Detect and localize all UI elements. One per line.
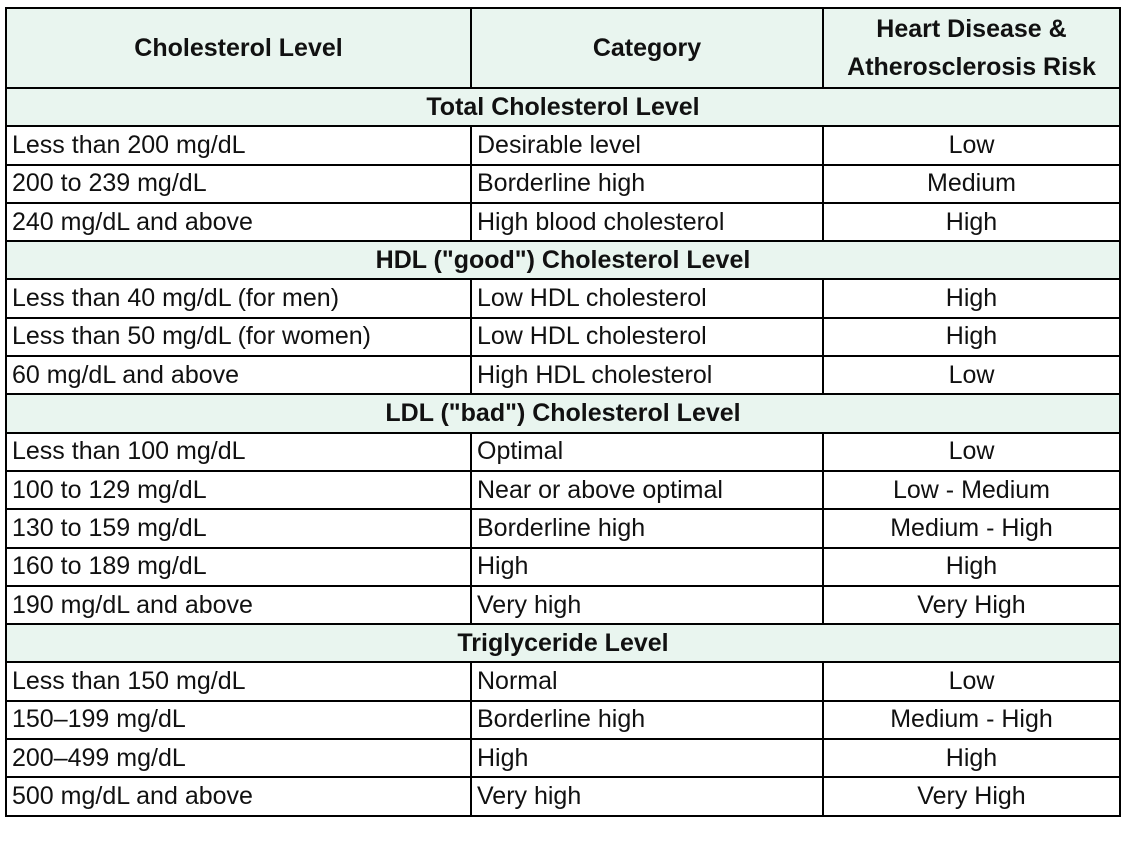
cell: Very High <box>822 584 1121 626</box>
cell: 60 mg/dL and above <box>5 355 472 396</box>
data-row: 190 mg/dL and above Very high Very High <box>5 584 1121 626</box>
cell: Optimal <box>470 431 824 472</box>
cell: High <box>822 546 1121 587</box>
data-row: 160 to 189 mg/dL High High <box>5 546 1121 587</box>
data-row: Less than 150 mg/dL Normal Low <box>5 661 1121 702</box>
section-row: Total Cholesterol Level <box>5 86 1121 128</box>
data-row: 240 mg/dL and above High blood cholestero… <box>5 201 1121 243</box>
cell: Normal <box>470 661 824 702</box>
cell: Low <box>822 431 1121 472</box>
cell: High <box>470 738 824 779</box>
header-cell: Cholesterol Level <box>5 7 472 89</box>
section-title: Total Cholesterol Level <box>5 86 1121 128</box>
data-row: Less than 40 mg/dL (for men) Low HDL chol… <box>5 278 1121 319</box>
section-row: LDL ("bad") Cholesterol Level <box>5 393 1121 434</box>
cell: Less than 40 mg/dL (for men) <box>5 278 472 319</box>
section-title: LDL ("bad") Cholesterol Level <box>5 393 1121 434</box>
cell: Low <box>822 125 1121 166</box>
cell: 100 to 129 mg/dL <box>5 469 472 511</box>
header-cell: Category <box>470 7 824 89</box>
data-row: 150–199 mg/dL Borderline high Medium - Hig… <box>5 699 1121 741</box>
cell: High HDL cholesterol <box>470 355 824 396</box>
cell: 240 mg/dL and above <box>5 201 472 243</box>
cell: High <box>470 546 824 587</box>
cell: High <box>822 316 1121 358</box>
cell: 160 to 189 mg/dL <box>5 546 472 587</box>
cell: 200–499 mg/dL <box>5 738 472 779</box>
data-row: 60 mg/dL and above High HDL cholesterol Lo… <box>5 355 1121 396</box>
cell: Very High <box>822 776 1121 817</box>
cell: High <box>822 201 1121 243</box>
cell: Borderline high <box>470 163 824 204</box>
section-title: HDL ("good") Cholesterol Level <box>5 240 1121 281</box>
cell: Less than 200 mg/dL <box>5 125 472 166</box>
cholesterol-table: Cholesterol Level Category Heart Disease &… <box>5 7 1121 817</box>
section-title: Triglyceride Level <box>5 623 1121 664</box>
cell: Near or above optimal <box>470 469 824 511</box>
cell: 500 mg/dL and above <box>5 776 472 817</box>
cell: Borderline high <box>470 508 824 549</box>
cell: Medium - High <box>822 699 1121 741</box>
cell: Low - Medium <box>822 469 1121 511</box>
cell: Medium - High <box>822 508 1121 549</box>
cell: Desirable level <box>470 125 824 166</box>
data-row: Less than 50 mg/dL (for women) Low HDL ch… <box>5 316 1121 358</box>
cell: Less than 50 mg/dL (for women) <box>5 316 472 358</box>
cell: High <box>822 278 1121 319</box>
cell: Borderline high <box>470 699 824 741</box>
data-row: Less than 100 mg/dL Optimal Low <box>5 431 1121 472</box>
data-row: 130 to 159 mg/dL Borderline high Medium - … <box>5 508 1121 549</box>
section-row: HDL ("good") Cholesterol Level <box>5 240 1121 281</box>
cell: Low HDL cholesterol <box>470 316 824 358</box>
cell: Very high <box>470 776 824 817</box>
data-row: 100 to 129 mg/dL Near or above optimal Low… <box>5 469 1121 511</box>
data-row: 200–499 mg/dL High High <box>5 738 1121 779</box>
header-cell: Heart Disease & Atherosclerosis Risk <box>822 7 1121 89</box>
header-row: Cholesterol Level Category Heart Disease &… <box>5 7 1121 89</box>
cell: Very high <box>470 584 824 626</box>
cell: Low <box>822 355 1121 396</box>
cell: High blood cholesterol <box>470 201 824 243</box>
cell: Less than 100 mg/dL <box>5 431 472 472</box>
cell: 190 mg/dL and above <box>5 584 472 626</box>
cell: 150–199 mg/dL <box>5 699 472 741</box>
cell: 130 to 159 mg/dL <box>5 508 472 549</box>
cell: High <box>822 738 1121 779</box>
section-row: Triglyceride Level <box>5 623 1121 664</box>
data-row: Less than 200 mg/dL Desirable level Low <box>5 125 1121 166</box>
data-row: 200 to 239 mg/dL Borderline high Medium <box>5 163 1121 204</box>
data-row: 500 mg/dL and above Very high Very High <box>5 776 1121 817</box>
cell: Low <box>822 661 1121 702</box>
cell: Low HDL cholesterol <box>470 278 824 319</box>
cell: Less than 150 mg/dL <box>5 661 472 702</box>
cell: 200 to 239 mg/dL <box>5 163 472 204</box>
cell: Medium <box>822 163 1121 204</box>
